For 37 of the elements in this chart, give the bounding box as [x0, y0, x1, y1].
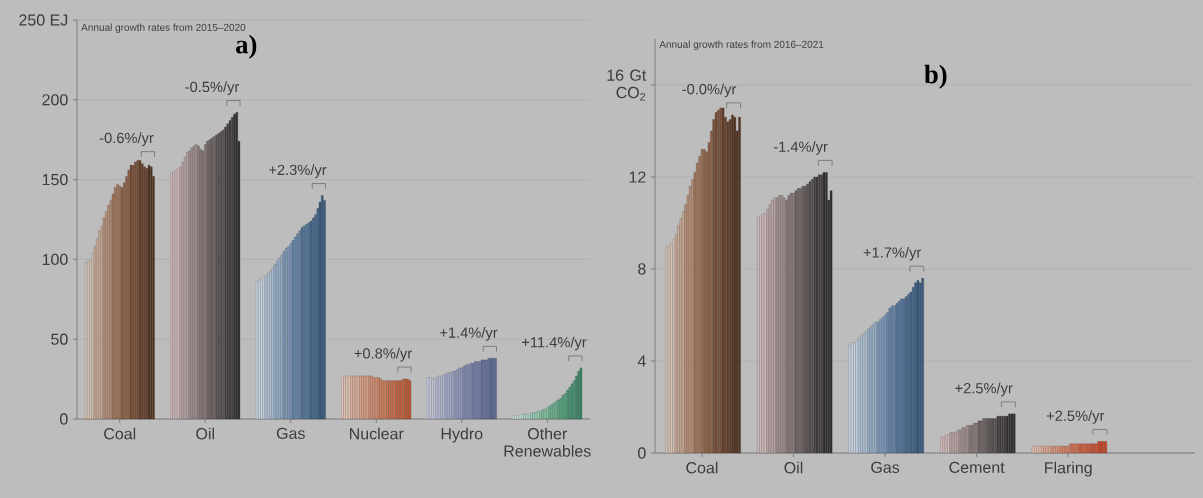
chart-subtitle: Annual growth rates from 2015–2020 [81, 23, 246, 33]
x-tick-label: Cement [949, 461, 1005, 474]
x-tick-label: Gas [871, 461, 900, 474]
text: b) [924, 64, 947, 89]
y-tick-label: 16 Gt CO$_{2}$ [607, 69, 647, 101]
y-tick-label: 12 [629, 171, 646, 183]
x-tick-label: Flaring [1045, 461, 1092, 477]
annotation: +2.5%/yr [1046, 410, 1105, 424]
chart-subtitle: Annual growth rates from 2016–2021 [659, 40, 824, 50]
y-tick-label: 50 [51, 333, 68, 345]
y-tick-label: 0 [60, 413, 68, 425]
x-tick-label: Gas [276, 427, 305, 440]
annotation: +2.5%/yr [955, 382, 1013, 397]
y-tick-label: 0 [638, 447, 646, 459]
y-tick-label: 8 [638, 263, 646, 275]
x-tick-label: Other Renewables [504, 427, 591, 457]
y-tick-label: 200 [42, 94, 68, 106]
x-tick-label: Nuclear [350, 427, 404, 440]
annotation: -0.0%/yr [682, 83, 737, 98]
annotation: +2.3%/yr [269, 164, 327, 178]
annotation: +1.7%/yr [863, 246, 922, 261]
y-tick-label: 4 [637, 355, 646, 367]
x-tick-label: Oil [196, 427, 214, 440]
y-tick-label: 100 [42, 253, 68, 266]
annotation: -0.6%/yr [99, 132, 154, 147]
x-tick-label: Coal [686, 461, 718, 474]
x-tick-label: Coal [104, 427, 136, 440]
annotation: +1.4%/yr [440, 327, 498, 341]
y-tick-label: 150 [42, 173, 68, 186]
y-tick-label: 250 EJ [19, 14, 68, 26]
x-tick-label: Oil [784, 461, 803, 474]
text: a) [236, 34, 257, 59]
annotation: +0.8%/yr [354, 347, 412, 362]
x-tick-label: Hydro [441, 427, 483, 443]
annotation: +11.4%/yr [522, 336, 587, 351]
annotation: -0.5%/yr [185, 81, 240, 95]
annotation: -1.4%/yr [773, 141, 828, 155]
